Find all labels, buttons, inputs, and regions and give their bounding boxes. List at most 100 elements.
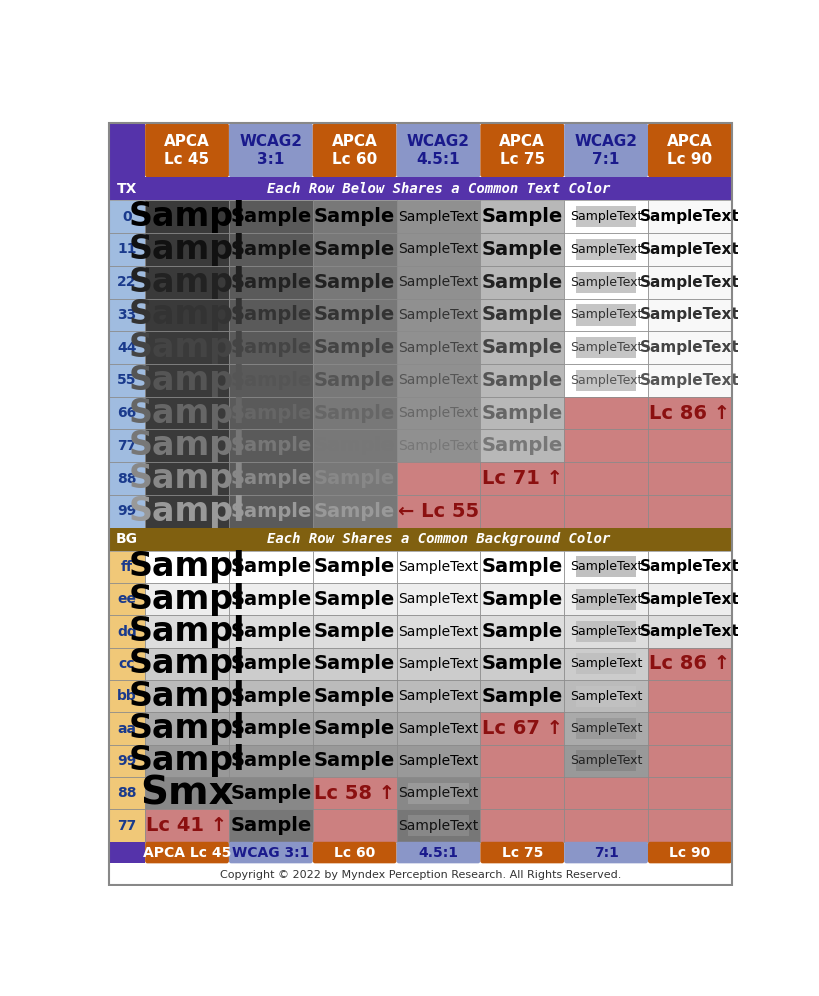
Bar <box>563 551 647 583</box>
Text: Sample: Sample <box>314 338 395 358</box>
Text: Sample: Sample <box>481 403 562 422</box>
Bar <box>480 200 563 233</box>
Text: Sampl: Sampl <box>129 583 245 616</box>
Bar <box>408 783 468 804</box>
FancyBboxPatch shape <box>145 842 229 864</box>
Text: BG: BG <box>115 532 138 546</box>
Text: SampleText: SampleText <box>640 592 739 607</box>
Bar <box>229 777 312 810</box>
Bar <box>229 616 312 647</box>
Text: Sample: Sample <box>230 719 311 738</box>
Bar <box>575 337 636 359</box>
Bar <box>396 364 480 396</box>
Text: 22: 22 <box>117 275 137 289</box>
Bar <box>575 589 636 610</box>
Text: 7:1: 7:1 <box>593 846 618 860</box>
Bar <box>109 266 145 299</box>
FancyBboxPatch shape <box>145 124 229 177</box>
FancyBboxPatch shape <box>647 842 731 864</box>
Bar <box>647 712 731 745</box>
Bar <box>480 777 563 810</box>
FancyBboxPatch shape <box>229 842 312 864</box>
Text: APCA
Lc 90: APCA Lc 90 <box>666 134 712 166</box>
Text: Sampl: Sampl <box>129 429 245 462</box>
Bar <box>563 200 647 233</box>
Bar <box>312 745 396 777</box>
Bar <box>109 842 145 864</box>
Bar <box>480 396 563 429</box>
Bar <box>396 777 480 810</box>
Text: cc: cc <box>119 657 135 671</box>
Bar <box>396 551 480 583</box>
Bar <box>647 647 731 680</box>
FancyBboxPatch shape <box>480 124 563 177</box>
Text: SampleText: SampleText <box>640 560 739 575</box>
Bar <box>312 200 396 233</box>
Bar <box>145 777 229 810</box>
Text: SampleText: SampleText <box>398 308 478 322</box>
Bar <box>480 583 563 616</box>
Text: SampleText: SampleText <box>398 210 478 224</box>
Text: Sample: Sample <box>230 240 311 259</box>
Text: aa: aa <box>117 721 136 736</box>
Bar <box>563 583 647 616</box>
Bar <box>563 396 647 429</box>
Text: Sample: Sample <box>481 590 562 609</box>
Bar <box>312 647 396 680</box>
Text: Sampl: Sampl <box>129 299 245 332</box>
Bar <box>575 272 636 293</box>
Text: Sampl: Sampl <box>129 266 245 299</box>
Text: Sampl: Sampl <box>129 200 245 233</box>
Text: Sampl: Sampl <box>129 462 245 495</box>
Bar <box>312 233 396 266</box>
Bar <box>480 495 563 528</box>
Text: SampleText: SampleText <box>569 593 641 606</box>
Text: Sample: Sample <box>230 371 311 389</box>
Bar <box>229 745 312 777</box>
Bar <box>145 647 229 680</box>
Bar <box>229 712 312 745</box>
Text: Sample: Sample <box>230 687 311 706</box>
Bar <box>647 495 731 528</box>
Text: Lc 60: Lc 60 <box>333 846 375 860</box>
Bar <box>480 810 563 842</box>
Bar <box>480 551 563 583</box>
Text: Lc 71 ↑: Lc 71 ↑ <box>482 469 562 488</box>
Text: Sampl: Sampl <box>129 616 245 648</box>
Bar <box>396 583 480 616</box>
Bar <box>145 583 229 616</box>
Bar <box>109 364 145 396</box>
Text: SampleText: SampleText <box>640 373 739 387</box>
Text: Lc 41 ↑: Lc 41 ↑ <box>147 816 228 835</box>
Text: Sample: Sample <box>481 622 562 641</box>
Bar <box>312 396 396 429</box>
Bar <box>229 495 312 528</box>
Bar <box>480 429 563 462</box>
Bar <box>480 616 563 647</box>
FancyBboxPatch shape <box>563 124 647 177</box>
Bar <box>575 370 636 391</box>
Bar <box>109 583 145 616</box>
Text: Sample: Sample <box>481 306 562 325</box>
Bar <box>647 745 731 777</box>
Bar <box>647 680 731 712</box>
FancyBboxPatch shape <box>563 842 647 864</box>
Text: Sampl: Sampl <box>129 364 245 396</box>
Text: 11: 11 <box>117 242 137 256</box>
Bar <box>396 396 480 429</box>
Text: SampleText: SampleText <box>569 374 641 386</box>
Bar <box>229 396 312 429</box>
Text: Sample: Sample <box>230 207 311 226</box>
Bar <box>145 745 229 777</box>
Bar <box>563 364 647 396</box>
Bar <box>647 429 731 462</box>
Text: 77: 77 <box>117 819 137 833</box>
Bar <box>396 299 480 332</box>
Bar <box>229 332 312 364</box>
Bar <box>647 583 731 616</box>
Text: Sample: Sample <box>314 751 395 771</box>
Text: 33: 33 <box>117 308 137 322</box>
Text: ee: ee <box>117 593 136 607</box>
Text: Sample: Sample <box>481 558 562 577</box>
Text: Sample: Sample <box>230 436 311 455</box>
